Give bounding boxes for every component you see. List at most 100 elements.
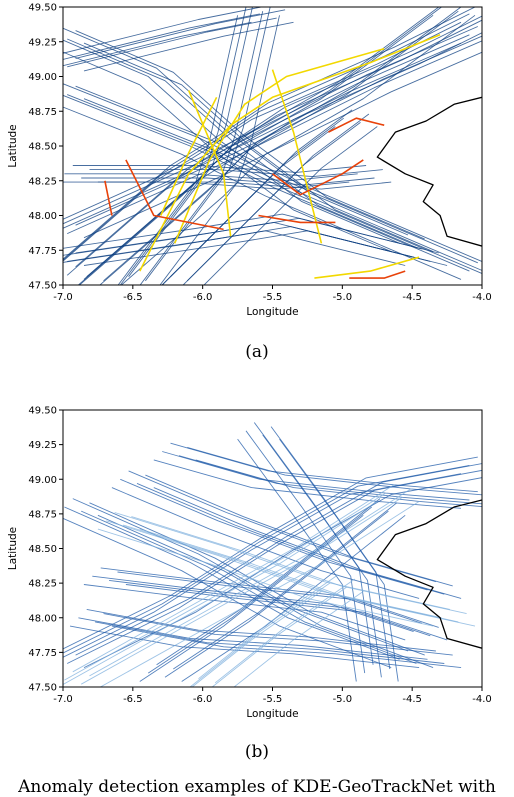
x-tick-label: -6.0	[193, 292, 213, 303]
y-tick-label: 47.50	[28, 281, 57, 292]
y-axis-label: Latitude	[7, 124, 19, 167]
track-line-anomaly	[187, 90, 232, 237]
x-tick-label: -4.0	[472, 292, 492, 303]
track-line-normal	[72, 165, 367, 173]
y-tick-label: 49.00	[28, 475, 57, 486]
x-tick-label: -6.0	[193, 694, 213, 705]
track-line-tracks-light	[198, 574, 339, 680]
track-line-tracks	[147, 506, 372, 674]
track-line-tracks	[67, 469, 482, 664]
track-line-tracks	[78, 617, 428, 660]
track-line-tracks	[103, 613, 453, 656]
y-tick-label: 48.75	[28, 509, 57, 520]
track-line-tracks	[125, 584, 448, 641]
track-line-tracks-light	[233, 591, 364, 687]
track-line-tracks-light	[131, 516, 467, 615]
track-line-normal	[75, 30, 425, 240]
track-line-tracks	[111, 487, 420, 599]
track-line-normal	[120, 14, 476, 285]
track-line-normal	[83, 98, 482, 271]
y-tick-label: 49.00	[28, 72, 57, 83]
track-line-tracks-light	[189, 582, 331, 687]
track-line-normal	[75, 35, 482, 226]
track-line-normal	[75, 217, 439, 254]
track-line-normal	[63, 94, 470, 272]
track-line-normal	[63, 83, 478, 264]
x-tick-label: -5.5	[263, 694, 283, 705]
track-line-tracks	[109, 579, 431, 637]
x-tick-label: -7.0	[53, 694, 73, 705]
track-line-tracks	[170, 442, 478, 493]
y-tick-label: 49.25	[28, 440, 57, 451]
panel-b-caption: (b)	[244, 742, 270, 762]
track-line-tracks-light	[122, 524, 459, 623]
track-line-tracks	[63, 456, 478, 650]
track-line-normal	[186, 113, 370, 282]
track-line-tracks	[173, 502, 398, 670]
track-line-tracks-light	[139, 528, 476, 627]
track-line-tracks	[111, 625, 462, 669]
x-axis-label: Longitude	[246, 708, 298, 720]
y-tick-label: 48.25	[28, 176, 57, 187]
track-line-anomaly-high	[258, 214, 336, 224]
track-line-tracks-light	[99, 501, 420, 687]
track-line-tracks-light	[214, 578, 356, 684]
track-line-anomaly-high	[349, 270, 406, 279]
y-tick-label: 47.75	[28, 648, 57, 659]
track-line-normal	[67, 94, 482, 274]
y-tick-label: 48.25	[28, 579, 57, 590]
x-tick-label: -6.5	[123, 292, 143, 303]
track-line-normal	[75, 85, 482, 263]
track-line-tracks	[178, 455, 482, 505]
y-tick-label: 48.00	[28, 211, 57, 222]
track-line-anomaly-high	[104, 180, 113, 216]
x-axis-label: Longitude	[246, 306, 298, 318]
y-tick-label: 49.50	[28, 3, 57, 14]
track-line-normal	[97, 181, 392, 190]
track-line-tracks-light	[191, 591, 322, 687]
figure-caption-text: Anomaly detection examples of KDE-GeoTra…	[18, 777, 496, 797]
track-line-normal	[75, 15, 482, 268]
chart-panel-a: -7.0 -6.5 -6.0 -5.5 -5.0 -4.5 -4.0 47.50 47.75 48…	[7, 3, 492, 319]
track-line-normal	[145, 7, 271, 282]
plot-area	[63, 7, 482, 285]
track-line-normal	[67, 38, 417, 248]
y-tick-label: 47.50	[28, 683, 57, 694]
track-line-normal	[103, 7, 462, 282]
track-line-normal	[63, 51, 392, 253]
track-line-tracks	[187, 446, 482, 496]
track-line-coastline	[376, 499, 482, 649]
track-line-tracks-light	[114, 512, 450, 610]
track-line-normal	[83, 21, 294, 72]
track-line-anomaly	[271, 69, 323, 244]
y-tick-label: 49.50	[28, 406, 57, 417]
track-line-normal	[83, 42, 434, 253]
track-line-normal	[63, 13, 470, 261]
track-line-tracks	[153, 487, 462, 599]
x-tick-label: -6.5	[123, 694, 143, 705]
track-line-anomaly-high	[272, 159, 364, 196]
x-tick-label: -4.5	[402, 292, 422, 303]
track-line-tracks-light	[97, 528, 434, 627]
track-line-tracks	[162, 451, 470, 501]
track-line-anomaly	[139, 34, 441, 272]
y-tick-label: 47.75	[28, 246, 57, 257]
track-line-normal	[99, 10, 459, 285]
track-line-tracks	[136, 482, 445, 595]
track-line-normal	[89, 169, 383, 178]
track-line-tracks-light	[80, 496, 403, 685]
track-line-anomaly	[160, 96, 218, 216]
x-tick-label: -4.0	[472, 694, 492, 705]
track-line-normal	[63, 221, 414, 258]
track-line-normal	[63, 34, 470, 225]
track-line-tracks	[164, 510, 389, 678]
track-line-tracks	[181, 514, 406, 682]
track-line-normal	[83, 230, 448, 266]
y-axis-label: Latitude	[7, 527, 19, 570]
panel-a-caption: (a)	[245, 342, 269, 362]
track-line-normal	[63, 26, 478, 220]
track-line-normal	[63, 213, 423, 250]
y-tick-label: 48.50	[28, 142, 57, 153]
track-line-normal	[170, 109, 353, 278]
track-line-tracks	[145, 474, 453, 587]
